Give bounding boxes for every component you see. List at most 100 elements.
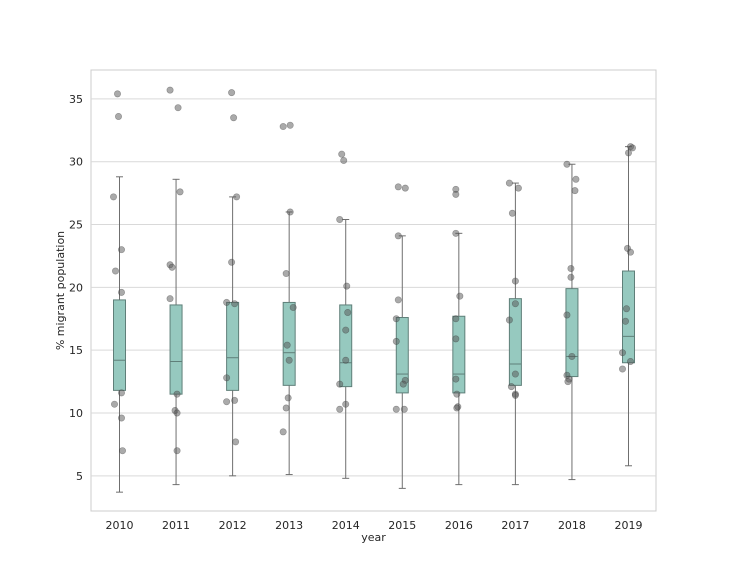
data-point-2019 bbox=[621, 317, 629, 325]
x-tick-label-2019: 2019 bbox=[615, 519, 643, 532]
data-point-2015 bbox=[399, 380, 407, 388]
data-point-2015 bbox=[400, 405, 408, 413]
data-point-2012 bbox=[223, 398, 231, 406]
y-tick-label: 35 bbox=[69, 93, 83, 106]
data-point-2011 bbox=[173, 390, 181, 398]
data-point-2013 bbox=[279, 123, 287, 131]
data-point-2017 bbox=[505, 316, 513, 324]
data-point-2010 bbox=[111, 400, 119, 408]
data-point-2010 bbox=[114, 90, 122, 98]
data-point-2012 bbox=[231, 396, 239, 404]
data-point-2016 bbox=[452, 190, 460, 198]
points-layer bbox=[110, 86, 636, 455]
data-point-2018 bbox=[564, 378, 572, 386]
data-point-2014 bbox=[343, 282, 351, 290]
data-point-2014 bbox=[340, 156, 348, 164]
data-point-2014 bbox=[336, 216, 344, 224]
data-point-2017 bbox=[508, 209, 516, 217]
data-point-2018 bbox=[571, 187, 579, 195]
data-point-2017 bbox=[511, 391, 519, 399]
data-point-2013 bbox=[282, 404, 290, 412]
data-point-2019 bbox=[628, 144, 636, 152]
data-point-2010 bbox=[115, 112, 123, 120]
x-tick-label-2016: 2016 bbox=[445, 519, 473, 532]
data-point-2010 bbox=[119, 447, 127, 455]
x-tick-label-2011: 2011 bbox=[162, 519, 190, 532]
data-point-2019 bbox=[622, 305, 630, 313]
data-point-2011 bbox=[168, 263, 176, 271]
data-point-2015 bbox=[392, 337, 400, 345]
data-point-2018 bbox=[568, 352, 576, 360]
data-point-2013 bbox=[279, 428, 287, 436]
data-point-2013 bbox=[286, 208, 294, 216]
data-point-2015 bbox=[392, 315, 400, 323]
data-point-2019 bbox=[624, 149, 632, 157]
data-point-2018 bbox=[567, 273, 575, 281]
box-2018 bbox=[565, 288, 579, 378]
y-axis-label: % migrant population bbox=[54, 231, 67, 350]
data-point-2016 bbox=[452, 375, 460, 383]
data-point-2017 bbox=[507, 383, 515, 391]
data-point-2012 bbox=[230, 114, 238, 122]
x-tick-label-2018: 2018 bbox=[558, 519, 586, 532]
data-point-2011 bbox=[166, 295, 174, 303]
data-point-2015 bbox=[401, 184, 409, 192]
data-point-2018 bbox=[563, 311, 571, 319]
y-tick-labels: 5 10 15 20 25 30 35 bbox=[69, 93, 83, 483]
x-tick-label-2015: 2015 bbox=[388, 519, 416, 532]
data-point-2017 bbox=[511, 370, 519, 378]
data-point-2013 bbox=[286, 121, 294, 129]
data-point-2013 bbox=[285, 356, 293, 364]
data-point-2014 bbox=[338, 150, 346, 158]
data-point-2016 bbox=[456, 292, 464, 300]
data-point-2017 bbox=[511, 277, 519, 285]
data-point-2017 bbox=[514, 184, 522, 192]
data-point-2013 bbox=[282, 270, 290, 278]
y-tick-label: 25 bbox=[69, 219, 83, 232]
x-tick-label-2017: 2017 bbox=[501, 519, 529, 532]
x-tick-label-2012: 2012 bbox=[219, 519, 247, 532]
data-point-2017 bbox=[505, 179, 513, 187]
data-point-2016 bbox=[452, 229, 460, 237]
data-point-2015 bbox=[392, 405, 400, 413]
data-point-2011 bbox=[176, 188, 184, 196]
data-point-2016 bbox=[453, 404, 461, 412]
data-point-2017 bbox=[511, 300, 519, 308]
data-point-2011 bbox=[173, 409, 181, 417]
gridlines bbox=[91, 98, 656, 477]
data-point-2018 bbox=[563, 160, 571, 168]
data-point-2010 bbox=[110, 193, 118, 201]
data-point-2014 bbox=[342, 356, 350, 364]
data-point-2010 bbox=[118, 414, 126, 422]
data-point-2012 bbox=[228, 89, 236, 97]
x-tick-label-2010: 2010 bbox=[106, 519, 134, 532]
data-point-2015 bbox=[394, 296, 402, 304]
y-tick-label: 20 bbox=[69, 281, 83, 294]
data-point-2012 bbox=[232, 438, 240, 446]
data-point-2014 bbox=[342, 326, 350, 334]
data-point-2018 bbox=[567, 265, 575, 273]
data-point-2012 bbox=[223, 374, 231, 382]
boxes-layer bbox=[113, 270, 635, 395]
data-point-2016 bbox=[453, 390, 461, 398]
x-tick-label-2014: 2014 bbox=[332, 519, 360, 532]
data-point-2010 bbox=[118, 389, 126, 397]
data-point-2013 bbox=[289, 303, 297, 311]
x-axis-label: year bbox=[361, 531, 386, 544]
x-tick-labels: 2010 2011 2012 2013 2014 2015 2016 2017 2018 2019 bbox=[106, 519, 643, 532]
data-point-2019 bbox=[626, 248, 634, 256]
data-point-2016 bbox=[452, 315, 460, 323]
data-point-2011 bbox=[174, 104, 182, 112]
box-2011 bbox=[169, 304, 183, 395]
data-point-2012 bbox=[231, 300, 239, 308]
data-point-2018 bbox=[572, 175, 580, 183]
data-point-2014 bbox=[336, 405, 344, 413]
y-tick-label: 15 bbox=[69, 344, 83, 357]
data-point-2014 bbox=[344, 308, 352, 316]
data-point-2011 bbox=[166, 86, 174, 94]
data-point-2019 bbox=[618, 365, 626, 373]
plot-area bbox=[90, 69, 657, 512]
data-point-2014 bbox=[342, 400, 350, 408]
data-point-2015 bbox=[394, 183, 402, 191]
data-point-2011 bbox=[173, 447, 181, 455]
